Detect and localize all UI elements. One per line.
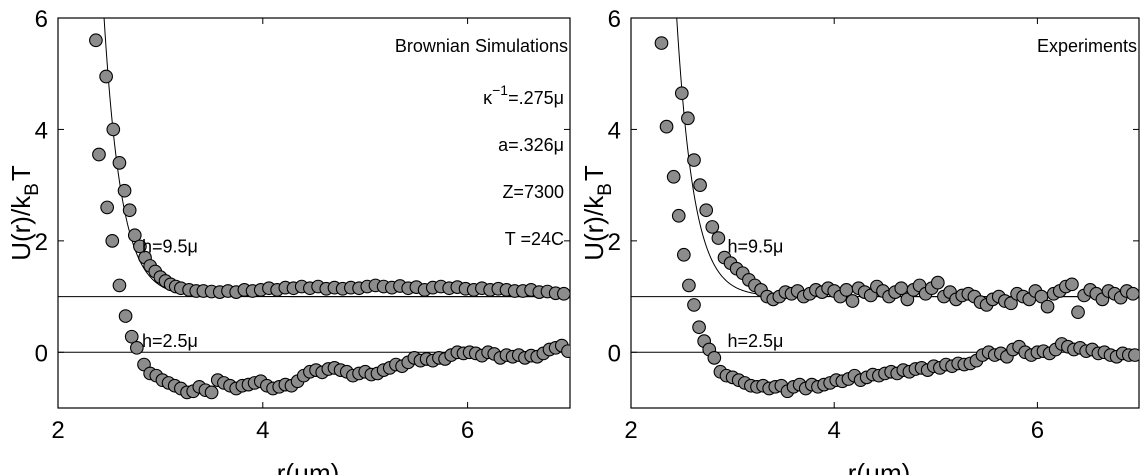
- data-point: [1128, 348, 1139, 362]
- panel-1: 2 4 6 0 2 4 6 h=9.5μ h=2.5μ Brownian Simulations κ…: [6, 6, 571, 475]
- data-point: [133, 239, 147, 254]
- data-point: [106, 122, 121, 137]
- data-point: [92, 147, 106, 162]
- data-point: [845, 294, 860, 308]
- data-point: [930, 275, 945, 290]
- x-axis-label: r(μm): [848, 458, 911, 475]
- data-point: [105, 234, 120, 248]
- y-tick-label: 6: [35, 6, 48, 33]
- data-point: [654, 36, 669, 50]
- data-point: [705, 220, 720, 234]
- y-tick-label: 0: [608, 340, 621, 367]
- data-point: [699, 203, 714, 218]
- series-label: h=2.5μ: [142, 331, 198, 351]
- y-tick-label: 2: [608, 229, 621, 256]
- data-point: [100, 200, 115, 215]
- y-axis-label: U(r)/kBT: [579, 165, 616, 261]
- x-tick-label: 2: [624, 417, 637, 444]
- y-axis-label-main: U(r)/k: [6, 195, 36, 261]
- series-label: h=2.5μ: [728, 331, 784, 351]
- y-tick-label: 4: [35, 117, 48, 144]
- series-label: h=9.5μ: [728, 236, 784, 256]
- data-point: [89, 33, 103, 48]
- panel-2: 2 4 6 0 2 4 6 h=9.5μ h=2.5μ Experiments r(μm) U(r)/…: [579, 6, 1140, 475]
- data-point: [687, 153, 701, 167]
- data-point: [671, 208, 686, 223]
- parameter-sup: −1: [492, 82, 508, 98]
- data-point: [894, 281, 909, 296]
- y-axis-label-tail: T: [6, 165, 36, 181]
- x-tick-label: 4: [828, 417, 841, 444]
- y-tick-label: 6: [608, 6, 621, 33]
- data-point: [681, 111, 695, 126]
- data-point: [1040, 299, 1055, 314]
- data-point: [674, 86, 689, 101]
- data-point: [707, 351, 722, 365]
- data-point: [1126, 286, 1139, 301]
- data-point: [1071, 305, 1085, 320]
- parameter-text: κ−1=.275μ: [483, 82, 564, 108]
- data-point: [692, 320, 706, 335]
- data-point: [112, 278, 127, 293]
- series-label: h=9.5μ: [142, 236, 198, 256]
- panel-label: Experiments: [1037, 36, 1137, 56]
- parameter-text: Z=7300: [502, 182, 564, 202]
- data-point: [118, 309, 133, 323]
- data-point: [99, 69, 113, 84]
- x-tick-label: 4: [256, 417, 269, 444]
- data-point: [682, 278, 696, 293]
- parameter-text: T =24C: [505, 229, 564, 249]
- y-axis-label-tail: T: [579, 165, 609, 181]
- data-point: [204, 385, 219, 400]
- data-point: [1065, 277, 1079, 292]
- data-point: [711, 231, 726, 245]
- y-tick-label: 2: [35, 229, 48, 256]
- y-tick-label: 0: [35, 340, 48, 367]
- data-point: [839, 283, 854, 297]
- data-point: [676, 247, 691, 262]
- parameter-pre: a=.326μ: [498, 135, 564, 155]
- parameter-pre: Z=7300: [502, 182, 564, 202]
- y-axis-label: U(r)/kBT: [6, 165, 43, 261]
- y-tick-label: 4: [608, 117, 621, 144]
- data-point: [124, 329, 139, 344]
- panel-label: Brownian Simulations: [395, 36, 568, 56]
- y-axis-label-sub: B: [22, 183, 43, 196]
- data-point: [127, 228, 142, 243]
- data-point: [112, 156, 127, 170]
- data-point: [659, 119, 674, 134]
- series-h-2-5: [92, 147, 570, 400]
- data-point: [687, 298, 701, 312]
- series-h-9-5: [89, 33, 570, 301]
- series-h-9-5: [654, 36, 1139, 320]
- x-axis-label: r(μm): [277, 458, 340, 475]
- data-point: [666, 169, 681, 184]
- parameter-post: =.275μ: [508, 88, 564, 108]
- data-point: [693, 178, 707, 192]
- data-point: [561, 344, 570, 359]
- data-point: [1004, 296, 1018, 311]
- parameter-pre: T =24C: [505, 229, 564, 249]
- data-point: [117, 183, 132, 198]
- x-tick-label: 6: [461, 417, 474, 444]
- data-point: [129, 340, 144, 355]
- parameter-text: a=.326μ: [498, 135, 564, 155]
- x-tick-label: 6: [1031, 417, 1044, 444]
- series-h-2-5: [659, 119, 1139, 399]
- data-point: [122, 203, 137, 218]
- parameter-pre: κ: [483, 88, 493, 108]
- x-tick-label: 2: [51, 417, 64, 444]
- data-point: [557, 286, 570, 301]
- data-point: [900, 292, 915, 307]
- plot-frame: [57, 17, 571, 409]
- y-axis-label-main: U(r)/k: [579, 195, 609, 261]
- y-axis-label-sub: B: [595, 183, 616, 196]
- plot-frame: [630, 17, 1140, 409]
